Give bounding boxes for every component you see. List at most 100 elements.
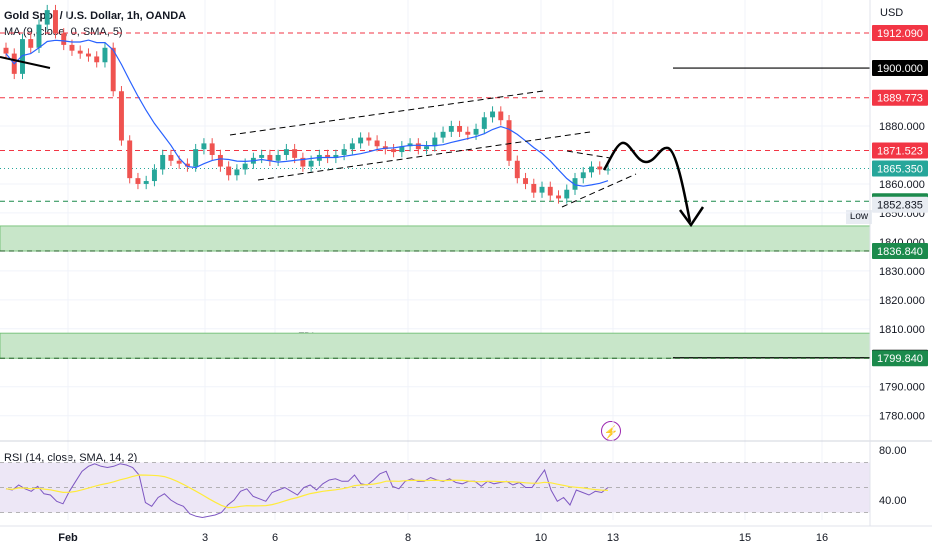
candle <box>184 163 190 167</box>
rsi-axis-label: 40.00 <box>879 495 907 507</box>
candles-group <box>3 4 611 204</box>
candle <box>300 157 306 167</box>
x-tick-label: Feb <box>58 532 78 544</box>
candle <box>242 163 248 170</box>
candle <box>349 143 355 150</box>
candle <box>168 154 174 161</box>
candle <box>391 149 397 153</box>
y-tick-label: 1790.000 <box>879 382 925 394</box>
candle <box>275 154 281 161</box>
candle <box>143 181 149 184</box>
candle <box>201 143 207 150</box>
x-tick-label: 16 <box>816 532 828 544</box>
candle <box>61 33 67 45</box>
candle <box>580 172 586 179</box>
ma-line <box>5 39 609 187</box>
y-tick-label: 1880.000 <box>879 121 925 133</box>
candle <box>605 169 611 171</box>
candle <box>85 53 91 57</box>
x-tick-label: 13 <box>607 532 619 544</box>
candle <box>44 10 50 25</box>
x-tick-label: 8 <box>405 532 411 544</box>
candle <box>160 154 166 170</box>
candle <box>341 149 347 155</box>
x-tick-label: 15 <box>739 532 751 544</box>
candle <box>589 166 594 173</box>
candle <box>366 137 372 141</box>
x-tick-label: 10 <box>535 532 547 544</box>
candle <box>473 128 479 135</box>
candle <box>102 47 108 63</box>
candle <box>556 195 561 199</box>
price-badge-label: 1799.840 <box>877 353 923 365</box>
price-badge-label: 1889.773 <box>877 93 923 105</box>
channel-lower-line <box>257 131 591 181</box>
x-tick-label: 6 <box>272 532 278 544</box>
candle <box>151 169 157 182</box>
candle <box>36 24 42 48</box>
candle <box>506 120 512 161</box>
candle <box>69 44 75 51</box>
candle <box>597 166 603 170</box>
candle <box>440 131 446 138</box>
price-badge <box>872 350 928 367</box>
candle <box>325 154 331 158</box>
price-badge-label: 1836.840 <box>877 246 923 258</box>
candle <box>490 111 496 118</box>
tp-zone-1 <box>0 332 871 359</box>
candle <box>292 149 298 158</box>
candle <box>564 189 570 199</box>
price-badge <box>872 142 928 159</box>
candle <box>3 47 9 54</box>
candle <box>514 160 520 179</box>
candle <box>481 117 487 129</box>
y-tick-label: 1860.000 <box>879 179 925 191</box>
channel-upper-line <box>229 90 544 136</box>
candle <box>53 10 58 34</box>
candle <box>217 154 223 167</box>
candle <box>259 154 265 158</box>
price-badge <box>872 60 928 77</box>
candle <box>193 149 199 167</box>
price-badge <box>872 243 928 260</box>
projection-arrowhead <box>678 206 705 228</box>
price-badge <box>872 196 928 213</box>
price-badge <box>872 160 928 177</box>
candle <box>226 166 232 176</box>
price-badge-label: 1900.000 <box>877 63 923 75</box>
y-tick-label: 1810.000 <box>879 324 925 336</box>
rsi-signal-line <box>5 474 609 509</box>
candle <box>94 56 100 63</box>
candle <box>77 50 83 54</box>
candle <box>424 146 430 150</box>
candle <box>531 183 537 193</box>
candle <box>135 178 141 184</box>
candle <box>28 39 34 48</box>
candle <box>374 140 380 147</box>
candle <box>176 160 182 164</box>
candle <box>20 39 25 74</box>
candle <box>234 169 240 176</box>
candle <box>415 143 421 150</box>
trend-line <box>0 56 51 69</box>
y-tick-label: 1830.000 <box>879 266 925 278</box>
price-badge-label: 1912.090 <box>877 28 923 40</box>
price-badge <box>872 25 928 42</box>
candle <box>523 178 529 184</box>
candle <box>358 137 364 144</box>
low-label: Low <box>846 210 872 224</box>
currency-label: USD <box>880 7 904 19</box>
x-tick-label: 3 <box>202 532 208 544</box>
rsi-axis-label: 80.00 <box>879 445 907 457</box>
candle <box>209 143 215 155</box>
candle <box>127 140 133 179</box>
projection-arrow <box>602 141 692 223</box>
candle <box>118 91 124 141</box>
candle <box>432 137 438 147</box>
price-badge-label: 1852.835 <box>877 200 923 212</box>
candle <box>572 178 578 190</box>
y-tick-label: 1820.000 <box>879 295 925 307</box>
rsi-indicator-label: RSI (14, close, SMA, 14, 2) <box>4 452 138 464</box>
